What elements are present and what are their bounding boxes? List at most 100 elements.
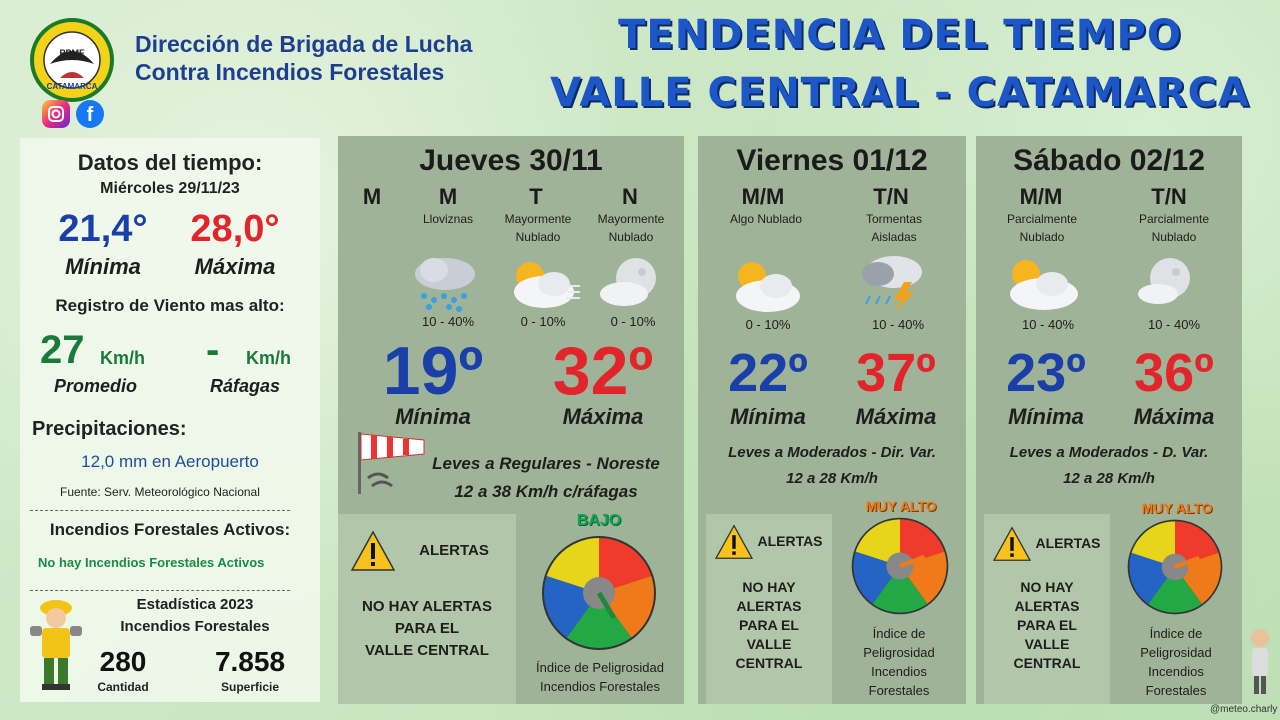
wind-forecast-line-1: Leves a Moderados - Dir. Var. <box>728 444 936 461</box>
wind-forecast-line-2: 12 a 28 Km/h <box>786 470 878 487</box>
index-line: Incendios <box>871 664 927 679</box>
rain-probability: 10 - 40% <box>1021 317 1075 332</box>
divider <box>30 510 290 511</box>
alert-line: VALLE <box>746 636 792 652</box>
partly-cloudy-day-icon <box>726 254 806 321</box>
period-description: Parcialmente Nublado <box>1138 212 1210 244</box>
rain-probability: 0 - 10% <box>745 317 791 332</box>
forecast-tmax: 32º <box>552 333 654 409</box>
alert-line: CENTRAL <box>735 655 803 671</box>
danger-index-label: Índice de Peligrosidad Incendios Foresta… <box>516 658 684 696</box>
period-description: Parcialmente Nublado <box>1006 212 1078 244</box>
instagram-icon[interactable] <box>42 100 70 128</box>
wind-forecast-line-1: Leves a Moderados - D. Var. <box>1009 444 1209 461</box>
period-description: Algo Nublado <box>729 212 803 226</box>
wind-forecast-line-1: Leves a Regulares - Noreste <box>432 454 660 473</box>
forecast-tmin: 19º <box>382 333 484 409</box>
period-label: M/M <box>1019 184 1063 209</box>
author-avatar <box>1246 626 1274 698</box>
tmax-label: Máxima <box>855 404 937 429</box>
alert-line: NO HAY <box>742 579 796 595</box>
stats-title-2: Incendios Forestales <box>120 618 270 635</box>
warning-icon <box>992 526 1032 567</box>
index-line: Peligrosidad <box>863 645 935 660</box>
author-credit: @meteo.charly <box>1210 704 1278 715</box>
alert-line: ALERTAS <box>1014 598 1080 614</box>
danger-level: MUY ALTO <box>865 498 937 514</box>
forecast-tmax: 36º <box>1134 343 1214 403</box>
wind-gust: - <box>206 328 220 372</box>
alert-text: NO HAY ALERTAS PARA EL VALLE CENTRAL <box>984 578 1110 673</box>
period-label: T/N <box>1151 184 1187 209</box>
index-line: Forestales <box>1145 683 1207 698</box>
title-line-1: TENDENCIA DEL TIEMPO <box>618 12 1182 58</box>
page-title: TENDENCIA DEL TIEMPO VALLE CENTRAL - CAT… <box>540 14 1260 114</box>
period-label: T <box>529 184 543 209</box>
warning-icon <box>350 530 396 577</box>
org-line-1: Dirección de Brigada de Lucha <box>135 31 473 57</box>
rain-probability: 10 - 40% <box>871 317 925 332</box>
period-description: Tormentas Aisladas <box>865 212 923 244</box>
precip-value: 12,0 mm en Aeropuerto <box>81 452 259 471</box>
stats-title-1: Estadística 2023 <box>136 596 254 613</box>
forecast-tmax: 37º <box>856 343 936 403</box>
wind-average-label: Promedio <box>54 376 138 396</box>
current-tmax-label: Máxima <box>194 254 276 279</box>
danger-gauge <box>850 516 950 621</box>
firefighter-mascot <box>24 596 88 696</box>
alert-title: ALERTAS <box>419 542 489 559</box>
alert-line: ALERTAS <box>736 598 802 614</box>
rain-probability: 10 - 40% <box>421 314 475 329</box>
alert-line: VALLE CENTRAL <box>365 642 489 659</box>
tmin-label: Mínima <box>730 404 806 429</box>
period-label: M/M <box>741 184 785 209</box>
danger-index-label: Índice de Peligrosidad Incendios Foresta… <box>832 624 966 700</box>
danger-level: MUY ALTO <box>1141 500 1213 516</box>
wind-average-unit: Km/h <box>100 348 145 368</box>
day-title: Viernes 01/12 <box>736 144 928 177</box>
forecast-tmin: 22º <box>728 343 808 403</box>
wind-average: 27 <box>40 328 85 372</box>
forecast-tmin: 23º <box>1006 343 1086 403</box>
wind-gust-label: Ráfagas <box>210 376 281 396</box>
current-date: Miércoles 29/11/23 <box>100 180 240 197</box>
fires-title: Incendios Forestales Activos: <box>49 520 291 539</box>
alert-line: PARA EL <box>1017 617 1077 633</box>
current-tmin-label: Mínima <box>65 254 141 279</box>
wind-title: Registro de Viento mas alto: <box>55 296 285 315</box>
current-tmin: 21,4° <box>58 208 148 250</box>
period-label: M <box>362 184 382 209</box>
logo-center-text: PPMF <box>59 48 85 58</box>
warning-icon <box>714 524 754 565</box>
danger-index-label: Índice de Peligrosidad Incendios Foresta… <box>1110 624 1242 700</box>
facebook-icon[interactable]: f <box>76 100 104 128</box>
tmax-label: Máxima <box>1133 404 1215 429</box>
danger-gauge <box>1126 518 1224 621</box>
day-title: Jueves 30/11 <box>419 144 603 177</box>
brigade-logo: PPMF CATAMARCA <box>30 18 114 102</box>
organization-name: Dirección de Brigada de Lucha Contra Inc… <box>135 30 472 86</box>
precip-source: Fuente: Serv. Meteorológico Nacional <box>60 485 260 499</box>
period-label: N <box>622 184 638 209</box>
drizzle-icon <box>410 254 480 319</box>
period-description: Mayormente Nublado <box>597 212 665 244</box>
current-tmax: 28,0° <box>190 208 280 250</box>
alert-line: NO HAY <box>1020 579 1074 595</box>
danger-level: BAJO <box>576 512 622 529</box>
rain-probability: 10 - 40% <box>1147 317 1201 332</box>
current-title: Datos del tiempo: <box>77 150 263 175</box>
period-description: Mayormente Nublado <box>504 212 572 244</box>
org-line-2: Contra Incendios Forestales <box>135 59 445 85</box>
fires-count-label: Cantidad <box>97 680 149 694</box>
fires-count: 280 <box>99 646 147 677</box>
day-title: Sábado 02/12 <box>1013 144 1205 177</box>
index-line: Incendios <box>1148 664 1204 679</box>
alert-line: CENTRAL <box>1013 655 1081 671</box>
index-line: Peligrosidad <box>1140 645 1212 660</box>
period-label: T/N <box>873 184 909 209</box>
day-panel-thursday: Jueves 30/11 M M T N Lloviznas Mayorment… <box>338 136 684 704</box>
title-line-2: VALLE CENTRAL - CATAMARCA <box>550 70 1250 116</box>
danger-gauge <box>540 534 658 657</box>
alert-text: NO HAY ALERTAS PARA EL VALLE CENTRAL <box>706 578 832 673</box>
fires-area: 7.858 <box>214 646 286 677</box>
